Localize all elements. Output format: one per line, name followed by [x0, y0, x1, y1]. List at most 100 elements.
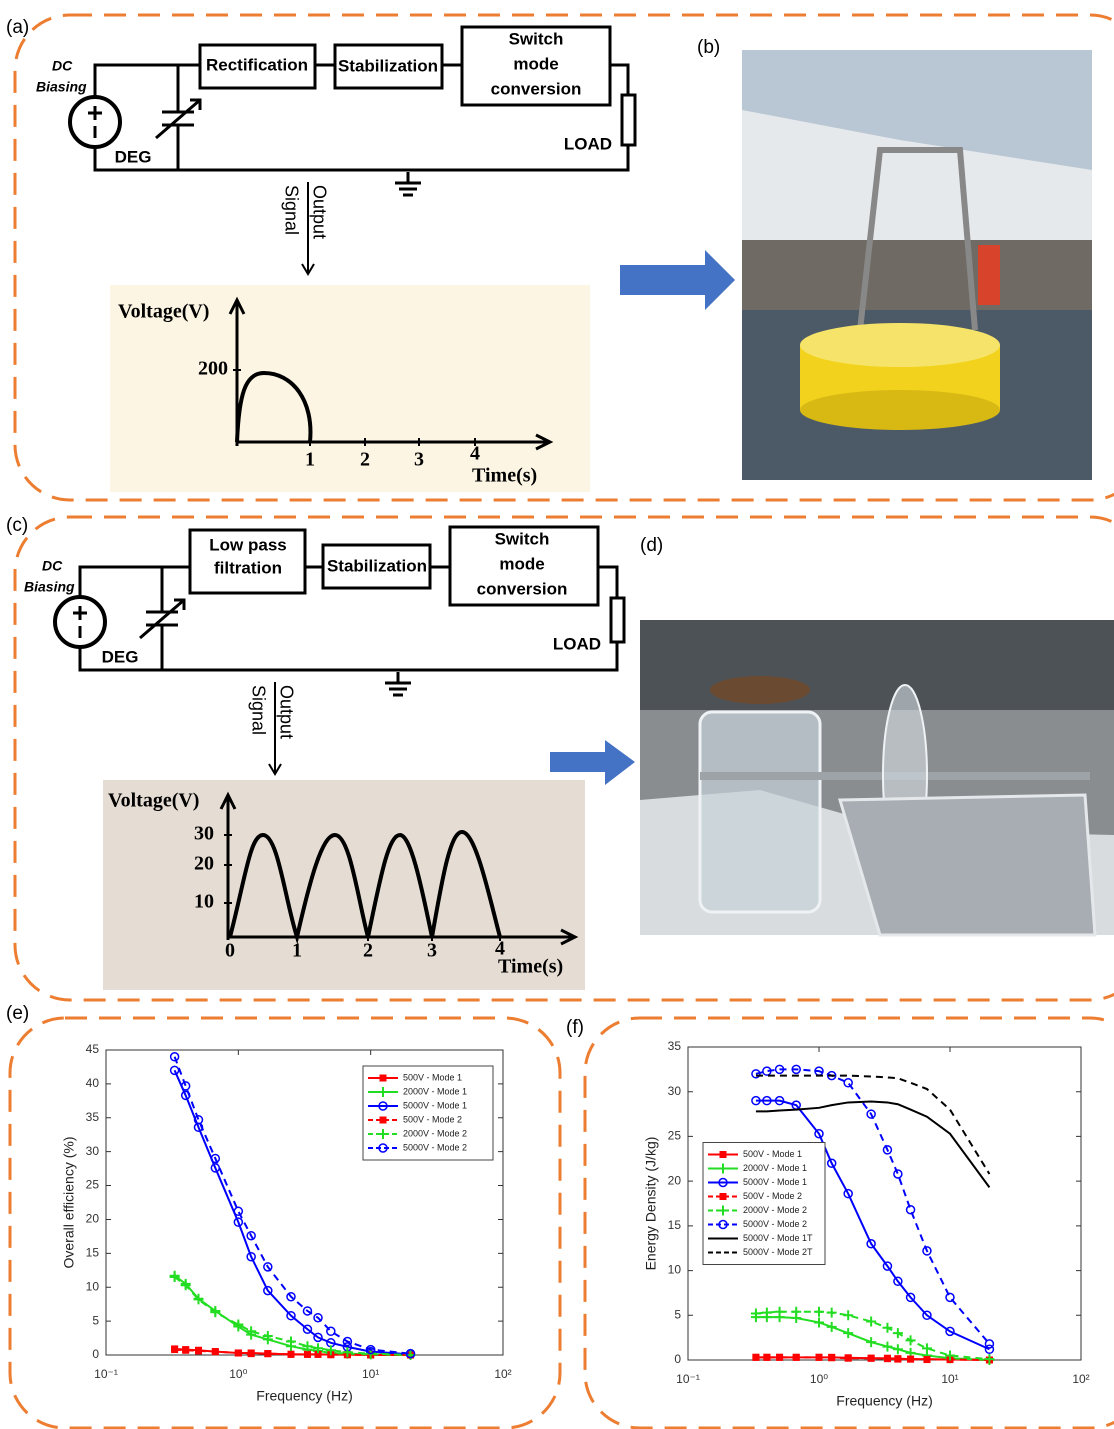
output-label: Signal — [281, 185, 301, 235]
legend-marker — [720, 1151, 727, 1158]
block-label: Low pass — [209, 535, 286, 554]
inset-tick-label: 0 — [225, 940, 235, 962]
y-tick-label: 5 — [92, 1313, 99, 1327]
y-tick-label: 30 — [668, 1084, 682, 1098]
block-label: conversion — [477, 579, 568, 598]
ground — [395, 172, 421, 195]
inset-tick-label: 200 — [198, 358, 228, 380]
panel-label: (f) — [566, 1017, 584, 1038]
marker — [828, 1354, 835, 1361]
x-tick-label: 10⁰ — [229, 1367, 247, 1381]
x-axis-label: Frequency (Hz) — [256, 1388, 352, 1404]
block-label: Rectification — [206, 55, 308, 74]
legend-marker — [720, 1193, 727, 1200]
marker — [884, 1355, 891, 1362]
y-axis-label: Overall efficiency (%) — [61, 1136, 77, 1268]
source — [55, 597, 105, 647]
photo-cap — [710, 676, 810, 704]
y-tick-label: 0 — [92, 1347, 99, 1361]
y-tick-label: 10 — [86, 1279, 100, 1293]
y-tick-label: 20 — [668, 1173, 682, 1187]
legend-label: 2000V - Mode 1 — [743, 1163, 807, 1173]
x-axis-label: Frequency (Hz) — [836, 1393, 932, 1409]
marker — [868, 1355, 875, 1362]
dc-biasing: DC — [42, 558, 63, 574]
legend-label: 500V - Mode 1 — [743, 1149, 802, 1159]
marker — [816, 1354, 823, 1361]
block-label: mode — [513, 54, 558, 73]
marker — [171, 1346, 178, 1353]
y-tick-label: 30 — [86, 1144, 100, 1158]
inset-x-label: Time(s) — [498, 956, 563, 978]
inset-tick-label: 30 — [194, 823, 214, 845]
marker — [776, 1354, 783, 1361]
panel-label: (a) — [6, 17, 29, 38]
legend-label: 2000V - Mode 1 — [403, 1086, 467, 1096]
inset-y-label: Voltage(V) — [108, 790, 199, 812]
y-tick-label: 5 — [674, 1307, 681, 1321]
photo-buoy-top — [800, 323, 1000, 367]
photo-buoy-bottom — [800, 390, 1000, 430]
x-tick-label: 10² — [494, 1367, 511, 1381]
marker — [182, 1347, 189, 1354]
photo-buoy — [742, 50, 1092, 480]
block-label: mode — [499, 554, 544, 573]
resistor — [611, 598, 624, 642]
arrow — [620, 250, 735, 310]
y-tick-label: 25 — [668, 1129, 682, 1143]
photo-person — [978, 245, 1000, 305]
legend-label: 500V - Mode 2 — [743, 1191, 802, 1201]
marker — [907, 1356, 914, 1363]
panel-label: (b) — [697, 37, 720, 58]
marker — [195, 1347, 202, 1354]
panel-label: (d) — [640, 535, 663, 556]
marker — [894, 1356, 901, 1363]
y-tick-label: 20 — [86, 1212, 100, 1226]
source-sign — [73, 606, 87, 638]
x-tick-label: 10¹ — [941, 1372, 958, 1386]
source — [70, 97, 120, 147]
legend-label: 5000V - Mode 1 — [743, 1177, 807, 1187]
marker — [235, 1349, 242, 1356]
output-label: Signal — [248, 685, 268, 735]
block-label: Stabilization — [327, 556, 427, 575]
marker — [287, 1351, 294, 1358]
deg-label: DEG — [115, 147, 152, 166]
y-tick-label: 45 — [86, 1042, 100, 1056]
legend-label: 5000V - Mode 2 — [403, 1142, 467, 1152]
legend-marker — [380, 1075, 387, 1082]
deg-label: DEG — [102, 647, 139, 666]
load-label: LOAD — [564, 134, 612, 153]
photo-dock — [742, 240, 1092, 310]
y-tick-label: 15 — [86, 1246, 100, 1260]
marker — [763, 1354, 770, 1361]
y-tick-label: 35 — [668, 1039, 682, 1053]
marker — [248, 1350, 255, 1357]
inset-tick-label: 1 — [305, 449, 315, 471]
block-label: filtration — [214, 558, 282, 577]
y-tick-label: 0 — [674, 1352, 681, 1366]
legend-marker — [380, 1117, 387, 1124]
inset-tick-label: 3 — [414, 449, 424, 471]
photo-background — [640, 620, 1114, 710]
marker — [264, 1350, 271, 1357]
x-tick-label: 10⁻¹ — [94, 1367, 118, 1381]
x-tick-label: 10⁻¹ — [676, 1372, 700, 1386]
inset-tick-label: 10 — [194, 891, 214, 913]
ground — [385, 672, 411, 695]
legend-label: 5000V - Mode 2 — [743, 1219, 807, 1229]
block-label: conversion — [491, 79, 582, 98]
marker — [845, 1355, 852, 1362]
source-sign — [88, 106, 102, 138]
marker — [304, 1351, 311, 1358]
y-tick-label: 35 — [86, 1110, 100, 1124]
output-label: Output — [309, 185, 329, 239]
photo-cylinder — [700, 712, 820, 912]
marker — [793, 1354, 800, 1361]
output-label: Output — [276, 685, 296, 739]
inset-y-label: Voltage(V) — [118, 301, 209, 323]
y-tick-label: 25 — [86, 1178, 100, 1192]
legend-label: 500V - Mode 2 — [403, 1114, 462, 1124]
inset-tick-label: 1 — [292, 940, 302, 962]
marker — [212, 1348, 219, 1355]
